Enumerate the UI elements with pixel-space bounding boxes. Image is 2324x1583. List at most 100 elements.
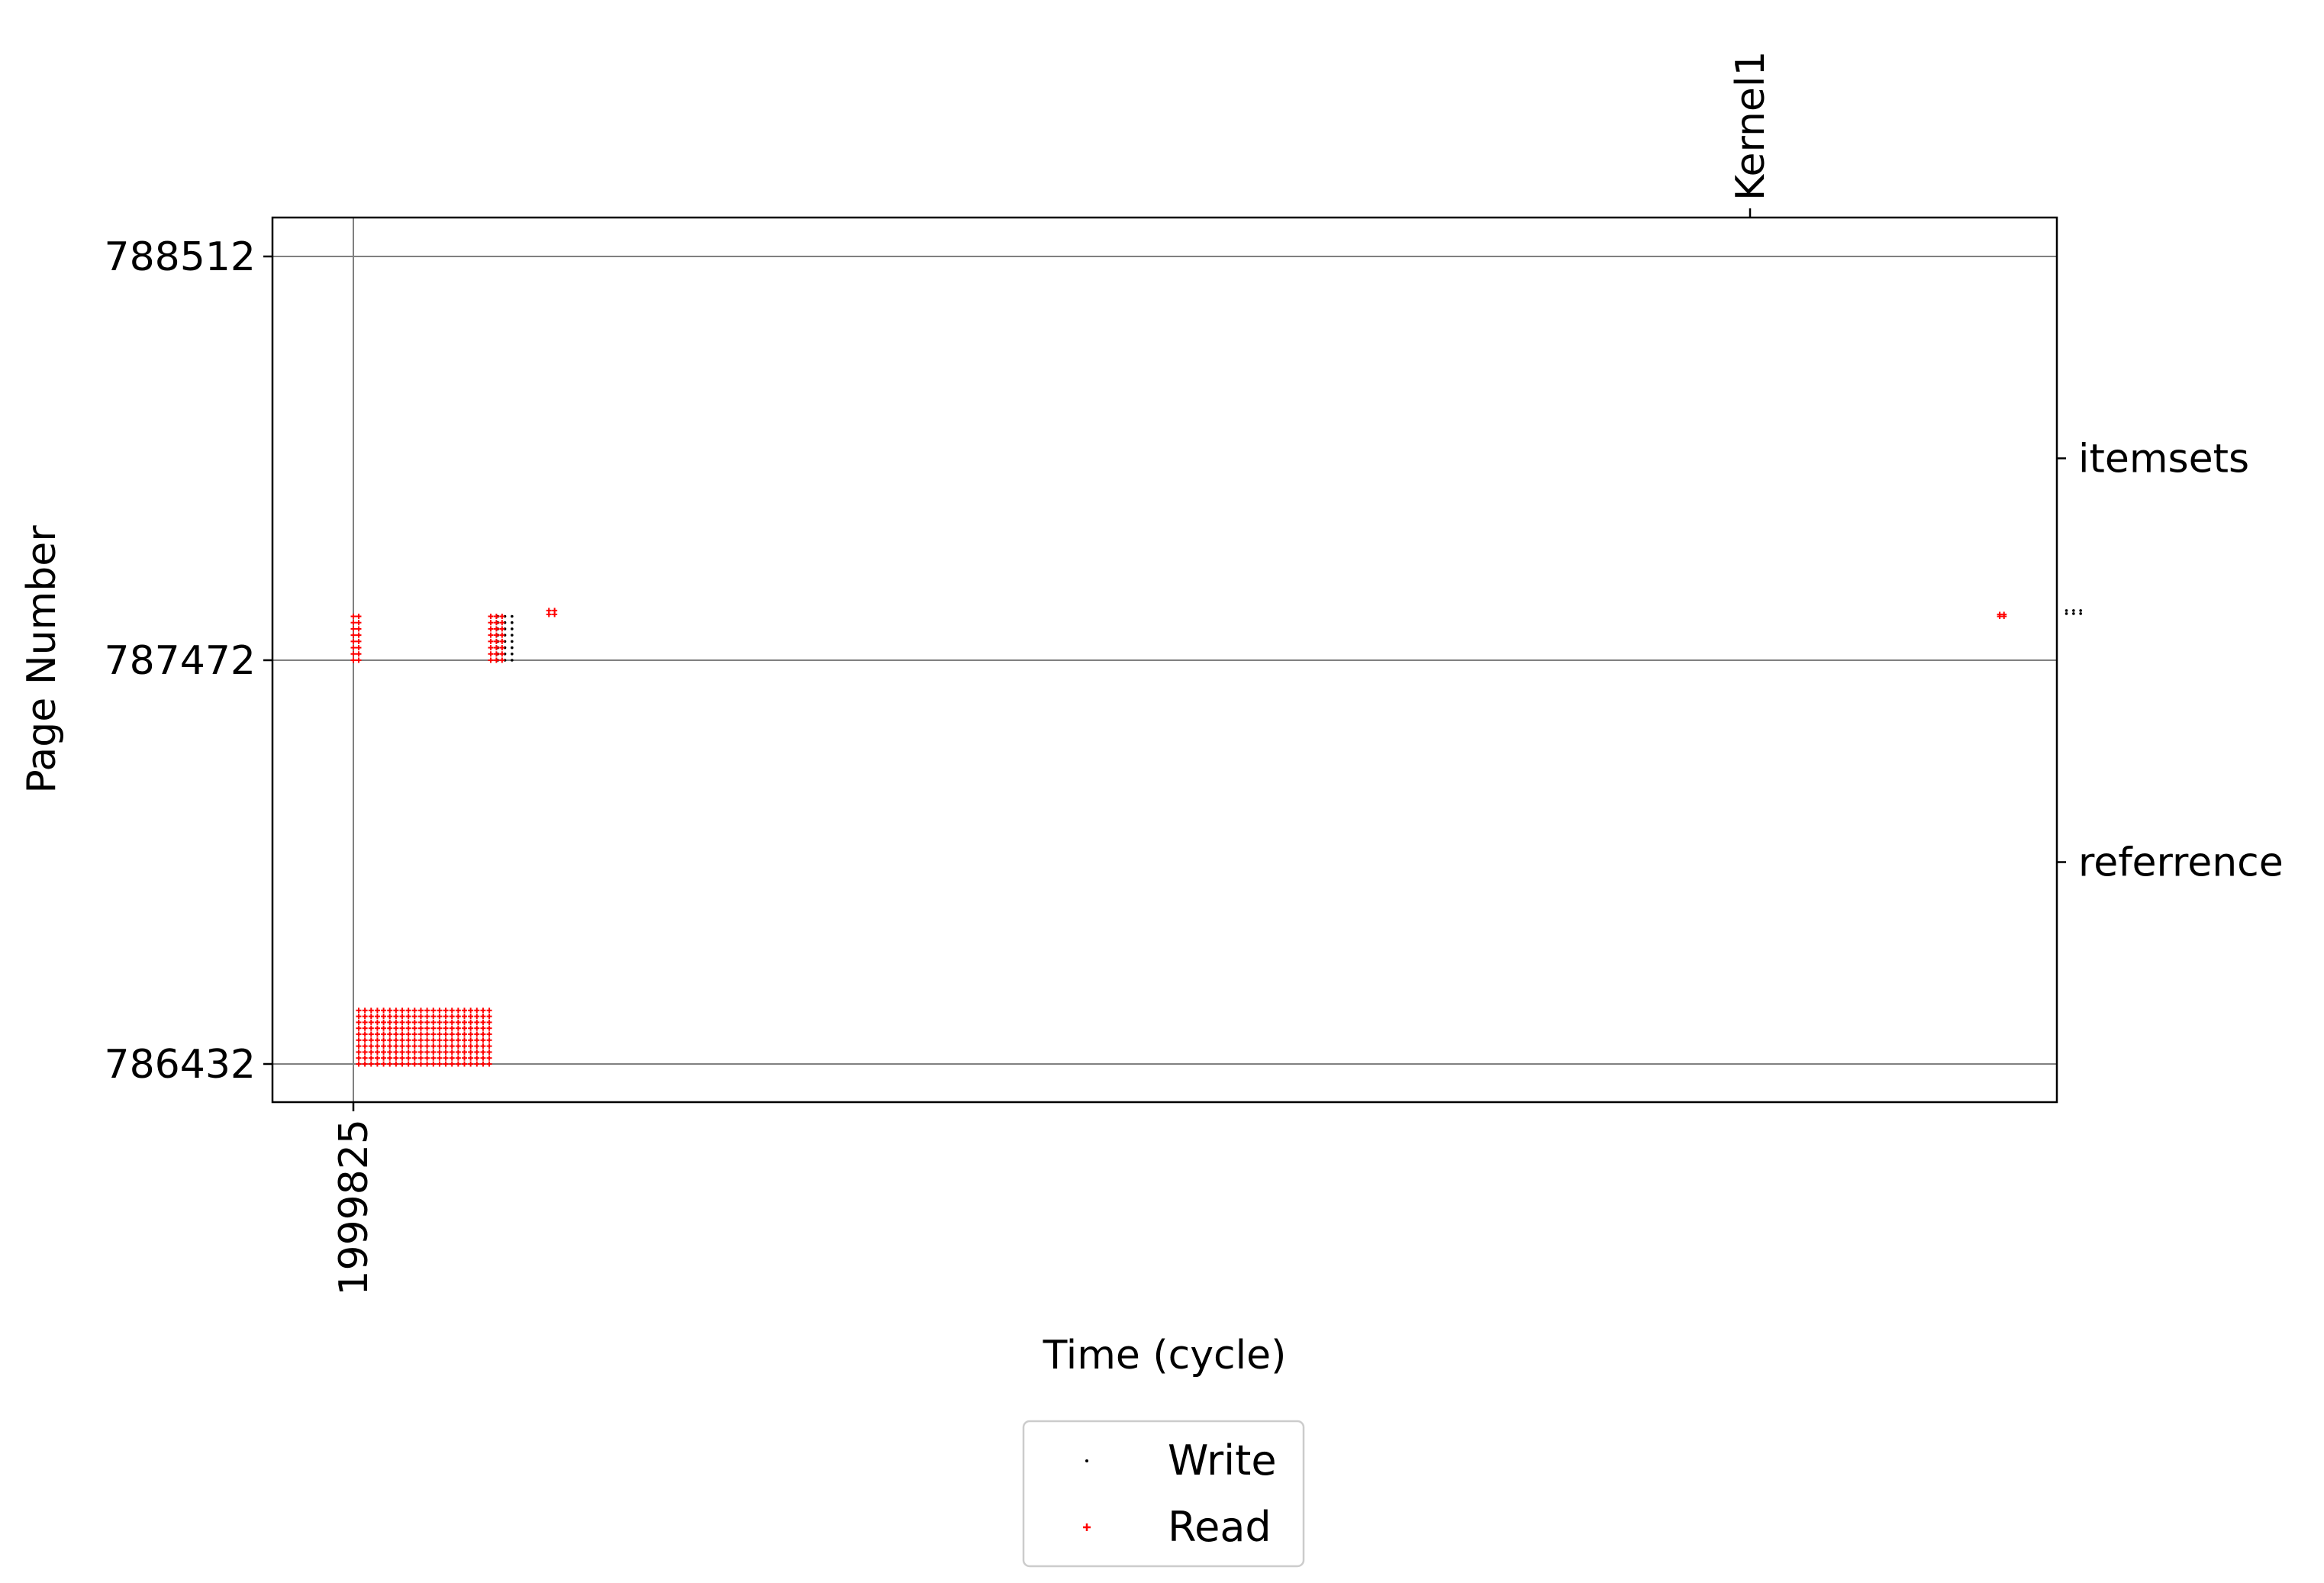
- read-point: [399, 1031, 405, 1037]
- read-point: [480, 1025, 486, 1031]
- read-point: [356, 1061, 362, 1067]
- read-point: [430, 1031, 437, 1037]
- read-point: [399, 1061, 405, 1067]
- read-point: [474, 1061, 480, 1067]
- read-point: [443, 1037, 449, 1043]
- read-point: [374, 1043, 380, 1049]
- read-point: [499, 651, 505, 657]
- read-point: [462, 1037, 468, 1043]
- legend-write-marker: [1085, 1459, 1088, 1462]
- write-point: [511, 652, 514, 656]
- read-point: [462, 1031, 468, 1037]
- read-point: [411, 1008, 417, 1014]
- read-point: [393, 1014, 399, 1020]
- read-point: [486, 1014, 492, 1020]
- read-point: [468, 1043, 474, 1049]
- read-point: [424, 1031, 430, 1037]
- read-point: [381, 1008, 387, 1014]
- read-point: [350, 632, 356, 638]
- read-point: [387, 1055, 393, 1061]
- read-point: [474, 1037, 480, 1043]
- read-point: [368, 1061, 374, 1067]
- read-point: [486, 1025, 492, 1031]
- read-point: [393, 1061, 399, 1067]
- read-point: [362, 1031, 368, 1037]
- read-point: [455, 1049, 461, 1055]
- read-point: [362, 1055, 368, 1061]
- read-point: [374, 1014, 380, 1020]
- read-point: [437, 1008, 443, 1014]
- read-point: [424, 1055, 430, 1061]
- read-point: [443, 1049, 449, 1055]
- read-point: [374, 1025, 380, 1031]
- read-point: [393, 1055, 399, 1061]
- read-point: [488, 626, 494, 632]
- read-point: [374, 1008, 380, 1014]
- read-point: [437, 1055, 443, 1061]
- read-point: [381, 1043, 387, 1049]
- read-point: [405, 1049, 411, 1055]
- read-point: [387, 1019, 393, 1025]
- read-point: [437, 1043, 443, 1049]
- read-point: [387, 1049, 393, 1055]
- write-point: [511, 640, 514, 643]
- read-point: [399, 1037, 405, 1043]
- read-point: [417, 1008, 424, 1014]
- read-point: [399, 1025, 405, 1031]
- read-point: [462, 1049, 468, 1055]
- read-point: [411, 1019, 417, 1025]
- read-point: [350, 645, 356, 651]
- read-point: [488, 632, 494, 638]
- read-point: [417, 1055, 424, 1061]
- write-point: [511, 614, 514, 618]
- read-point: [480, 1014, 486, 1020]
- read-point: [474, 1043, 480, 1049]
- read-point: [480, 1061, 486, 1067]
- read-point: [499, 620, 505, 626]
- write-point: [2072, 609, 2075, 612]
- read-point: [493, 638, 499, 644]
- read-point: [430, 1008, 437, 1014]
- read-point: [449, 1037, 455, 1043]
- read-point: [356, 638, 362, 644]
- right-tick-label: itemsets: [2078, 437, 2249, 482]
- read-point: [417, 1061, 424, 1067]
- read-point: [393, 1019, 399, 1025]
- top-tick-label: Kernel1: [1728, 51, 1774, 201]
- read-point: [356, 657, 362, 663]
- read-point: [399, 1049, 405, 1055]
- read-point: [499, 614, 505, 620]
- read-point: [424, 1008, 430, 1014]
- read-point: [362, 1014, 368, 1020]
- read-point: [424, 1061, 430, 1067]
- read-point: [368, 1049, 374, 1055]
- read-point: [437, 1037, 443, 1043]
- read-point: [493, 632, 499, 638]
- read-point: [468, 1008, 474, 1014]
- read-point: [411, 1031, 417, 1037]
- read-point: [493, 626, 499, 632]
- read-point: [356, 1019, 362, 1025]
- read-point: [546, 611, 552, 617]
- read-point: [499, 645, 505, 651]
- read-point: [443, 1061, 449, 1067]
- read-point: [356, 1055, 362, 1061]
- read-point: [480, 1055, 486, 1061]
- read-point: [405, 1043, 411, 1049]
- read-point: [356, 1043, 362, 1049]
- read-point: [356, 620, 362, 626]
- read-point: [424, 1037, 430, 1043]
- read-point: [417, 1049, 424, 1055]
- read-point: [488, 645, 494, 651]
- read-point: [462, 1061, 468, 1067]
- read-point: [486, 1019, 492, 1025]
- read-point: [430, 1049, 437, 1055]
- read-point: [462, 1043, 468, 1049]
- read-point: [350, 638, 356, 644]
- read-point: [462, 1014, 468, 1020]
- read-point: [455, 1043, 461, 1049]
- read-point: [474, 1014, 480, 1020]
- read-point: [381, 1019, 387, 1025]
- read-point: [488, 614, 494, 620]
- read-point: [393, 1049, 399, 1055]
